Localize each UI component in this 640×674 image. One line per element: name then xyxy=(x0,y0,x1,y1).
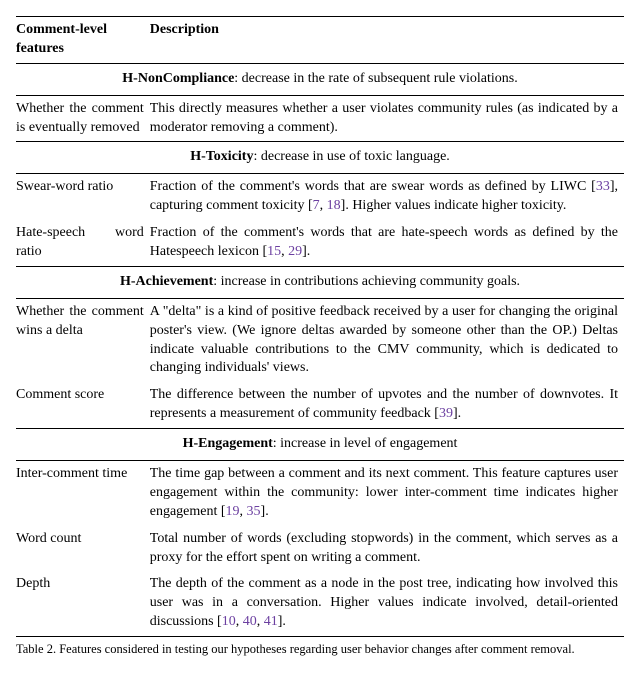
desc-cell: Fraction of the comment's words that are… xyxy=(150,220,624,266)
section-heading-bold: H-NonCompliance xyxy=(122,71,234,86)
table-row: Comment score The difference between the… xyxy=(16,382,624,428)
feature-cell: Depth xyxy=(16,571,150,636)
table-row: Whether the comment wins a delta A "delt… xyxy=(16,298,624,382)
feature-cell: Whether the comment is eventually remove… xyxy=(16,95,150,142)
desc-text: Fraction of the comment's words that are… xyxy=(150,179,596,194)
desc-cell: Total number of words (excluding stopwor… xyxy=(150,526,624,572)
desc-text: ]. Higher values indicate higher toxicit… xyxy=(341,198,567,213)
feature-cell: Comment score xyxy=(16,382,150,428)
citation: 33 xyxy=(596,179,610,194)
section-heading: H-Engagement: increase in level of engag… xyxy=(16,429,624,461)
header-col1: Comment-level features xyxy=(16,17,150,64)
table-row: Depth The depth of the comment as a node… xyxy=(16,571,624,636)
section-heading-bold: H-Toxicity xyxy=(190,149,253,164)
desc-text: A "delta" is a kind of positive feedback… xyxy=(150,304,618,376)
features-table: Comment-level features Description H-Non… xyxy=(16,16,624,637)
desc-text: The depth of the comment as a node in th… xyxy=(150,576,618,629)
desc-cell: The time gap between a comment and its n… xyxy=(150,461,624,526)
citation: 7 xyxy=(313,198,320,213)
desc-text: This directly measures whether a user vi… xyxy=(150,101,618,135)
table-row: Inter-comment time The time gap between … xyxy=(16,461,624,526)
citation: 15 xyxy=(267,244,281,259)
feature-cell: Whether the comment wins a delta xyxy=(16,298,150,382)
section-heading-rest: : increase in contributions achieving co… xyxy=(213,274,520,289)
desc-text: ]. xyxy=(261,504,269,519)
table-row: Whether the comment is eventually remove… xyxy=(16,95,624,142)
section-heading-row: H-Toxicity: decrease in use of toxic lan… xyxy=(16,142,624,174)
citation: 19 xyxy=(226,504,240,519)
section-heading-rest: : increase in level of engagement xyxy=(273,436,458,451)
citation: 39 xyxy=(439,406,453,421)
section-heading-row: H-NonCompliance: decrease in the rate of… xyxy=(16,63,624,95)
section-heading-row: H-Engagement: increase in level of engag… xyxy=(16,429,624,461)
header-col2: Description xyxy=(150,17,624,64)
table-row: Swear-word ratio Fraction of the comment… xyxy=(16,174,624,220)
desc-cell: Fraction of the comment's words that are… xyxy=(150,174,624,220)
section-heading: H-Achievement: increase in contributions… xyxy=(16,266,624,298)
desc-text: , xyxy=(320,198,327,213)
desc-text: Fraction of the comment's words that are… xyxy=(150,225,618,259)
header-row: Comment-level features Description xyxy=(16,17,624,64)
feature-cell: Word count xyxy=(16,526,150,572)
desc-cell: The difference between the number of upv… xyxy=(150,382,624,428)
table-row: Word count Total number of words (exclud… xyxy=(16,526,624,572)
desc-text: The time gap between a comment and its n… xyxy=(150,466,618,519)
feature-cell: Inter-comment time xyxy=(16,461,150,526)
section-heading-bold: H-Achievement xyxy=(120,274,213,289)
section-heading-rest: : decrease in the rate of subsequent rul… xyxy=(234,71,517,86)
section-heading-rest: : decrease in use of toxic language. xyxy=(253,149,449,164)
section-heading-row: H-Achievement: increase in contributions… xyxy=(16,266,624,298)
desc-text: ]. xyxy=(453,406,461,421)
desc-cell: The depth of the comment as a node in th… xyxy=(150,571,624,636)
citation: 35 xyxy=(247,504,261,519)
desc-cell: This directly measures whether a user vi… xyxy=(150,95,624,142)
section-heading-bold: H-Engagement xyxy=(183,436,273,451)
table-row: Hate-speech word ratio Fraction of the c… xyxy=(16,220,624,266)
desc-text: ]. xyxy=(302,244,310,259)
section-heading: H-NonCompliance: decrease in the rate of… xyxy=(16,63,624,95)
citation: 18 xyxy=(327,198,341,213)
section-heading: H-Toxicity: decrease in use of toxic lan… xyxy=(16,142,624,174)
table-caption: Table 2. Features considered in testing … xyxy=(16,641,624,658)
desc-text: , xyxy=(240,504,247,519)
desc-text: The difference between the number of upv… xyxy=(150,387,618,421)
citation: 29 xyxy=(288,244,302,259)
desc-cell: A "delta" is a kind of positive feedback… xyxy=(150,298,624,382)
feature-cell: Swear-word ratio xyxy=(16,174,150,220)
feature-cell: Hate-speech word ratio xyxy=(16,220,150,266)
desc-text: Total number of words (excluding stopwor… xyxy=(150,531,618,565)
